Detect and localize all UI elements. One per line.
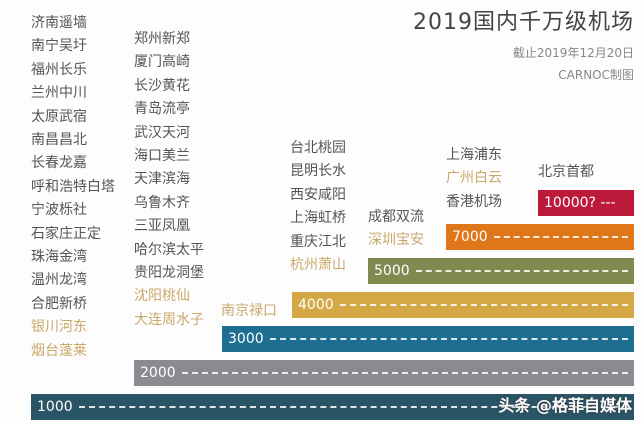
airport-label: 长春龙嘉 — [31, 155, 87, 172]
airport-label: 西安咸阳 — [290, 186, 346, 203]
tier-bar-label: 1000 — [37, 399, 73, 415]
airport-label: 乌鲁木齐 — [134, 194, 190, 211]
airport-label: 海口美兰 — [134, 148, 190, 165]
airport-label: 太原武宿 — [31, 108, 87, 125]
airport-label: 北京首都 — [538, 164, 594, 180]
airport-label: 三亚凤凰 — [134, 218, 190, 235]
tier-bar-label: 2000 — [140, 365, 176, 381]
tier-3000-airport-list: 南京禄口 — [221, 300, 277, 323]
dashed-line — [340, 304, 628, 306]
airport-label: 温州龙湾 — [31, 272, 87, 289]
dashed-line — [494, 236, 628, 238]
tier-bar-label: 10000? --- — [544, 195, 616, 211]
airport-label: 香港机场 — [446, 193, 502, 210]
tier-bar-5000: 5000 — [368, 258, 634, 284]
airport-label: 石家庄正定 — [31, 225, 101, 242]
tier-bar-3000: 3000 — [222, 326, 634, 352]
airport-label: 宁波栎社 — [31, 202, 87, 219]
airport-label-new: 广州白云 — [446, 170, 502, 187]
airport-label: 青岛流亭 — [134, 101, 190, 118]
tier-1000-airport-list: 济南遥墙 南宁吴圩 福州长乐 兰州中川 太原武宿 南昌昌北 长春龙嘉 呼和浩特白… — [31, 12, 115, 363]
airport-label: 贵阳龙洞堡 — [134, 265, 204, 282]
airport-label: 武汉天河 — [134, 124, 190, 141]
watermark: 头条 @格菲自媒体 — [498, 396, 632, 415]
airport-label: 厦门高崎 — [134, 54, 190, 71]
airport-label: 南昌昌北 — [31, 132, 87, 149]
airport-label: 呼和浩特白塔 — [31, 178, 115, 195]
chart-subtitle: 截止2019年12月20日 — [512, 46, 634, 60]
tier-bar-label: 3000 — [228, 331, 264, 347]
airport-label-new: 烟台蓬莱 — [31, 342, 87, 359]
airport-label-new: 南京禄口 — [221, 303, 277, 319]
airport-label: 台北桃园 — [290, 140, 346, 156]
tier-bar-4000: 4000 — [292, 292, 634, 318]
airport-label: 天津滨海 — [134, 171, 190, 188]
tier-bar-1000: 1000 — [31, 394, 634, 420]
airport-label: 珠海金湾 — [31, 249, 87, 266]
airport-label: 南宁吴圩 — [31, 38, 87, 55]
airport-label: 上海虹桥 — [290, 210, 346, 227]
chart-title: 2019国内千万级机场 — [413, 10, 634, 35]
airport-label: 福州长乐 — [31, 61, 87, 78]
dashed-line — [416, 270, 628, 272]
airport-label: 昆明长水 — [290, 163, 346, 180]
airport-label: 重庆江北 — [290, 233, 346, 250]
dashed-line — [79, 406, 628, 408]
airport-label-new: 杭州萧山 — [290, 257, 346, 274]
tier-bar-label: 7000 — [452, 229, 488, 245]
tier-bar-10000: 10000? --- — [538, 190, 634, 216]
airport-label: 哈尔滨太平 — [134, 241, 204, 258]
airport-label-new: 深圳宝安 — [368, 232, 424, 249]
tier-10000-airport-list: 北京首都 — [538, 161, 594, 184]
airport-label-new: 沈阳桃仙 — [134, 288, 190, 305]
tier-4000-airport-list: 台北桃园 昆明长水 西安咸阳 上海虹桥 重庆江北 杭州萧山 — [290, 137, 346, 277]
airport-label: 郑州新郑 — [134, 31, 190, 47]
tier-5000-airport-list: 成都双流 深圳宝安 — [368, 206, 424, 253]
tier-7000-airport-list: 上海浦东 广州白云 香港机场 — [446, 144, 502, 214]
airport-label: 长沙黄花 — [134, 77, 190, 94]
airport-label: 成都双流 — [368, 209, 424, 225]
airport-label: 济南遥墙 — [31, 15, 87, 31]
airport-label-new: 银川河东 — [31, 319, 87, 336]
airport-label: 合肥新桥 — [31, 295, 87, 312]
airport-label: 上海浦东 — [446, 147, 502, 163]
airport-label: 兰州中川 — [31, 85, 87, 102]
airport-label-new: 大连周水子 — [134, 311, 204, 328]
dashed-line — [182, 372, 628, 374]
tier-bar-2000: 2000 — [134, 360, 634, 386]
dashed-line — [270, 338, 628, 340]
tier-bar-label: 5000 — [374, 263, 410, 279]
tier-bar-7000: 7000 — [446, 224, 634, 250]
tier-2000-airport-list: 郑州新郑 厦门高崎 长沙黄花 青岛流亭 武汉天河 海口美兰 天津滨海 乌鲁木齐 … — [134, 28, 204, 332]
chart-credit: CARNOC制图 — [558, 68, 634, 82]
tier-bar-label: 4000 — [298, 297, 334, 313]
